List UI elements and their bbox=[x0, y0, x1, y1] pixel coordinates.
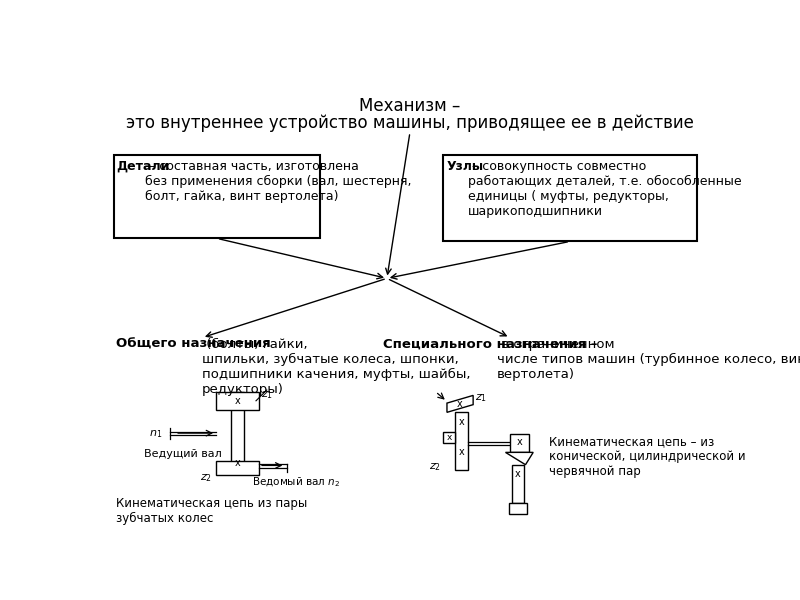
Bar bbox=[216, 392, 259, 410]
Text: Общего назначения: Общего назначения bbox=[116, 338, 270, 350]
Text: Детали: Детали bbox=[117, 160, 170, 173]
Text: Механизм –: Механизм – bbox=[359, 97, 461, 115]
Text: (болты, гайки,
шпильки, зубчатые колеса, шпонки,
подшипники качения, муфты, шайб: (болты, гайки, шпильки, зубчатые колеса,… bbox=[202, 338, 470, 396]
Text: Кинематическая цепь – из
конической, цилиндрической и
червячной пар: Кинематическая цепь – из конической, цил… bbox=[549, 436, 746, 478]
Text: – составная часть, изготовлена
без применения сборки (вал, шестерня,
болт, гайка: – составная часть, изготовлена без приме… bbox=[145, 160, 412, 203]
Text: Кинематическая цепь из пары
зубчатых колес: Кинематическая цепь из пары зубчатых кол… bbox=[116, 497, 307, 525]
Text: в ограниченном
числе типов машин (турбинное колесо, винт
вертолета): в ограниченном числе типов машин (турбин… bbox=[497, 338, 800, 381]
Text: x: x bbox=[458, 446, 465, 457]
Text: $z_1$: $z_1$ bbox=[262, 389, 274, 401]
Text: Ведомый вал $n_2$: Ведомый вал $n_2$ bbox=[252, 475, 340, 489]
Bar bbox=[443, 433, 455, 443]
Text: Узлы: Узлы bbox=[446, 160, 483, 173]
Text: Ведущий вал: Ведущий вал bbox=[144, 449, 222, 460]
Text: x: x bbox=[517, 437, 522, 448]
Bar bbox=[455, 412, 468, 470]
Text: $z_1$: $z_1$ bbox=[474, 392, 486, 404]
Bar bbox=[509, 503, 527, 514]
Text: $z_2$: $z_2$ bbox=[429, 461, 441, 473]
Text: x: x bbox=[457, 399, 462, 409]
Bar bbox=[216, 461, 259, 475]
Text: x: x bbox=[515, 469, 521, 479]
Bar bbox=[231, 392, 244, 472]
Text: x: x bbox=[234, 396, 240, 406]
Bar bbox=[512, 464, 524, 503]
Text: Специального назначения –: Специального назначения – bbox=[383, 338, 598, 350]
Text: x: x bbox=[234, 458, 240, 468]
Bar bbox=[443, 155, 698, 241]
Text: x: x bbox=[446, 433, 452, 442]
Text: $n_1$: $n_1$ bbox=[150, 428, 162, 440]
Text: – совокупность совместно
работающих деталей, т.е. обособленные
единицы ( муфты, : – совокупность совместно работающих дета… bbox=[468, 160, 742, 218]
Polygon shape bbox=[506, 452, 534, 464]
Bar bbox=[114, 155, 320, 238]
Text: $z_2$: $z_2$ bbox=[200, 472, 212, 484]
Text: x: x bbox=[458, 418, 465, 427]
Bar bbox=[510, 434, 529, 452]
Text: это внутреннее устройство машины, приводящее ее в действие: это внутреннее устройство машины, привод… bbox=[126, 115, 694, 133]
Polygon shape bbox=[447, 395, 473, 412]
